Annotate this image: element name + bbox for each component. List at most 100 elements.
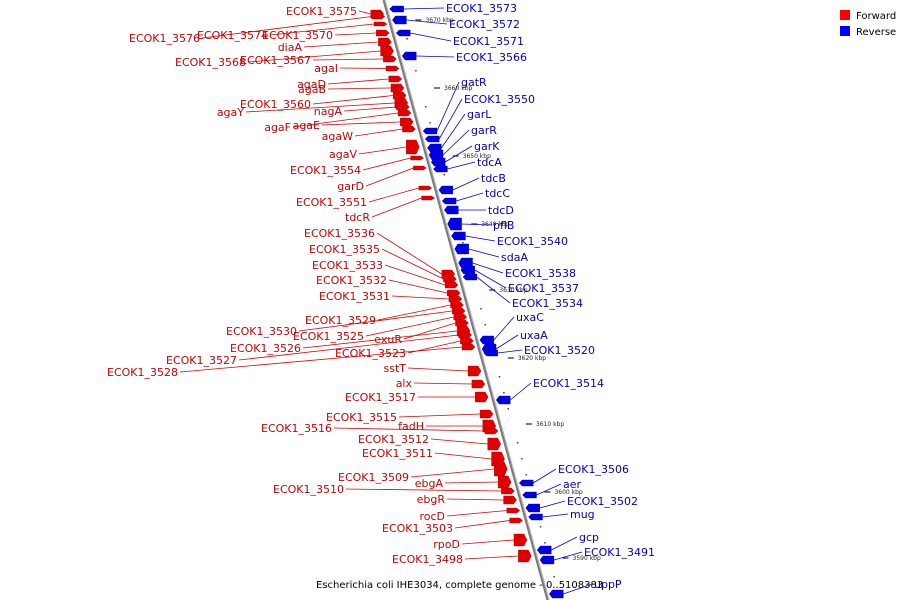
forward-gene-feature — [467, 365, 482, 377]
forward-gene-label: ebgR — [417, 493, 446, 506]
forward-gene-label: ECOK1_3512 — [358, 433, 429, 446]
forward-label-leader — [377, 304, 451, 321]
reverse-label-leader — [444, 145, 473, 163]
reverse-gene-feature — [460, 265, 475, 275]
forward-label-leader — [354, 128, 403, 137]
forward-label-leader — [365, 167, 414, 187]
forward-gene-feature — [487, 437, 501, 451]
genome-caption: Escherichia coli IHE3034, complete genom… — [316, 580, 603, 591]
forward-gene-feature — [400, 117, 414, 127]
reverse-gene-label: tdcA — [477, 156, 502, 169]
forward-label-leader — [413, 382, 472, 385]
forward-gene-feature — [479, 409, 494, 419]
tick-label: 3620 kbp — [518, 355, 546, 362]
grid-dot — [424, 106, 427, 108]
forward-gene-feature — [443, 275, 457, 283]
reverse-gene-label: gcp — [579, 531, 599, 544]
reverse-gene-feature — [479, 335, 495, 345]
grid-dot — [498, 376, 501, 378]
reverse-gene-label: ECOK1_3572 — [449, 18, 520, 31]
reverse-gene-feature — [549, 589, 564, 599]
forward-label-leader — [454, 520, 510, 529]
legend-forward-label: Forward — [856, 11, 896, 22]
reverse-label-leader — [442, 129, 470, 156]
reverse-gene-feature — [454, 243, 469, 255]
reverse-label-leader — [436, 81, 460, 132]
forward-gene-label: ECOK1_3527 — [166, 354, 237, 367]
grid-dot — [507, 408, 510, 410]
forward-gene-feature — [383, 55, 397, 63]
reverse-gene-label: aer — [563, 478, 582, 491]
forward-label-leader — [333, 427, 485, 432]
reverse-gene-label: ECOK1_3540 — [497, 235, 568, 248]
forward-gene-label: tdcR — [345, 211, 370, 224]
grid-dot — [484, 324, 487, 326]
forward-gene-feature — [397, 109, 412, 117]
forward-label-leader — [303, 41, 379, 48]
reverse-label-leader — [452, 177, 480, 191]
legend-forward-swatch — [840, 10, 850, 20]
tick-label: 3650 kbp — [463, 153, 491, 160]
forward-gene-feature — [371, 13, 386, 20]
forward-gene-feature — [471, 379, 486, 389]
forward-gene-label: ECOK1_3529 — [305, 314, 376, 327]
reverse-label-leader — [497, 349, 523, 354]
reverse-gene-feature — [495, 395, 511, 405]
reverse-gene-label: mug — [570, 508, 595, 521]
reverse-label-leader — [447, 161, 476, 170]
forward-label-leader — [312, 95, 394, 105]
forward-label-leader — [312, 58, 384, 61]
forward-label-leader — [339, 67, 387, 69]
reverse-gene-label: ECOK1_3538 — [505, 267, 576, 280]
reverse-gene-feature — [536, 545, 552, 555]
grid-dot — [544, 542, 546, 544]
forward-label-leader — [430, 438, 488, 445]
reverse-gene-feature — [389, 5, 404, 13]
reverse-gene-feature — [539, 555, 555, 565]
forward-label-leader — [269, 23, 375, 36]
reverse-gene-feature — [444, 205, 459, 215]
forward-gene-feature — [418, 185, 433, 191]
reverse-label-leader — [406, 19, 448, 25]
tick-label: 3670 kbp — [425, 17, 453, 24]
forward-gene-feature — [376, 29, 390, 37]
forward-label-leader — [461, 539, 514, 545]
legend: Forward Reverse — [840, 10, 896, 38]
tick-label: 3660 kbp — [444, 85, 472, 92]
reverse-gene-feature — [422, 127, 438, 135]
reverse-label-leader — [456, 192, 484, 202]
forward-gene-label: agaY — [217, 106, 244, 119]
forward-gene-feature — [402, 125, 416, 133]
grid-dot — [503, 392, 505, 394]
forward-gene-label: ECOK1_3535 — [309, 243, 380, 256]
forward-gene-label: ECOK1_3515 — [326, 411, 397, 424]
grid-dot — [443, 174, 446, 176]
forward-gene-label: ECOK1_3551 — [296, 196, 367, 209]
forward-gene-feature — [509, 517, 523, 524]
forward-gene-label: garD — [337, 180, 364, 193]
forward-label-leader — [376, 232, 443, 275]
reverse-gene-label: ECOK1_3550 — [464, 93, 535, 106]
grid-dot — [553, 576, 555, 578]
reverse-gene-label: sdaA — [501, 251, 528, 264]
reverse-label-leader — [472, 262, 504, 274]
reverse-gene-feature — [522, 491, 537, 499]
reverse-gene-label: garR — [471, 124, 497, 137]
forward-label-leader — [179, 346, 463, 373]
forward-gene-feature — [458, 331, 473, 339]
forward-gene-label: ECOK1_3517 — [345, 391, 416, 404]
forward-gene-feature — [380, 45, 394, 57]
reverse-gene-feature — [483, 349, 498, 357]
reverse-gene-label: ECOK1_3514 — [533, 377, 604, 390]
reverse-gene-feature — [392, 15, 407, 25]
forward-gene-feature — [494, 461, 508, 477]
forward-gene-feature — [396, 103, 410, 111]
reverse-label-leader — [403, 7, 445, 10]
forward-gene-feature — [453, 313, 468, 321]
forward-gene-label: ECOK1_3575 — [286, 5, 357, 18]
forward-label-leader — [384, 264, 446, 286]
reverse-label-leader — [468, 248, 500, 258]
forward-gene-feature — [448, 295, 463, 303]
forward-gene-label: ECOK1_3528 — [107, 366, 178, 379]
forward-gene-label: agaF — [264, 121, 291, 134]
